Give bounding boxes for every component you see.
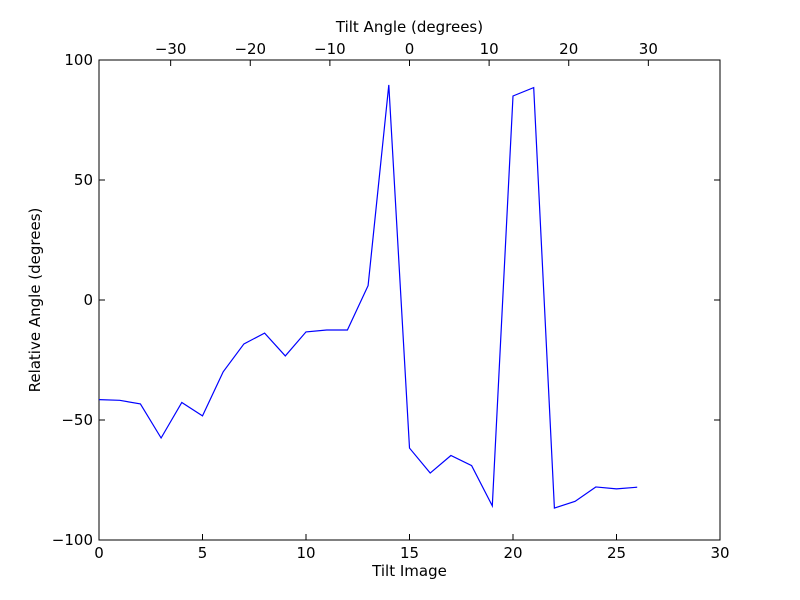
- y-tick-label: −100: [52, 531, 93, 549]
- y-axis-title: Relative Angle (degrees): [26, 208, 44, 393]
- top-x-tick-label: −30: [155, 40, 187, 58]
- x-tick-label: 15: [400, 544, 419, 562]
- top-x-tick-label: 10: [480, 40, 499, 58]
- y-tick-label: 100: [64, 51, 93, 69]
- top-x-axis-title: Tilt Angle (degrees): [335, 18, 483, 36]
- x-tick-label: 30: [710, 544, 729, 562]
- left-y-axis: −100 −50 0 50 100: [52, 51, 720, 549]
- y-tick-label: 50: [74, 171, 93, 189]
- series-layer: [98, 84, 638, 509]
- y-tick-label: 0: [83, 291, 93, 309]
- top-x-tick-label: 30: [639, 40, 658, 58]
- plot-frame: [98, 59, 721, 541]
- bottom-x-axis: 0 5 10 15 20 25 30: [94, 534, 730, 562]
- y-tick-label: −50: [61, 411, 93, 429]
- x-axis-title: Tilt Image: [371, 562, 447, 580]
- x-tick-label: 25: [607, 544, 626, 562]
- top-x-tick-label: −20: [234, 40, 266, 58]
- x-tick-label: 10: [296, 544, 315, 562]
- top-x-axis: −30 −20 −10 0 10 20 30: [155, 40, 658, 66]
- plot-area: [98, 59, 721, 541]
- top-x-tick-label: 0: [405, 40, 415, 58]
- top-x-tick-label: 20: [559, 40, 578, 58]
- x-tick-label: 5: [198, 544, 208, 562]
- x-tick-label: 0: [94, 544, 104, 562]
- x-tick-label: 20: [503, 544, 522, 562]
- top-x-tick-label: −10: [314, 40, 346, 58]
